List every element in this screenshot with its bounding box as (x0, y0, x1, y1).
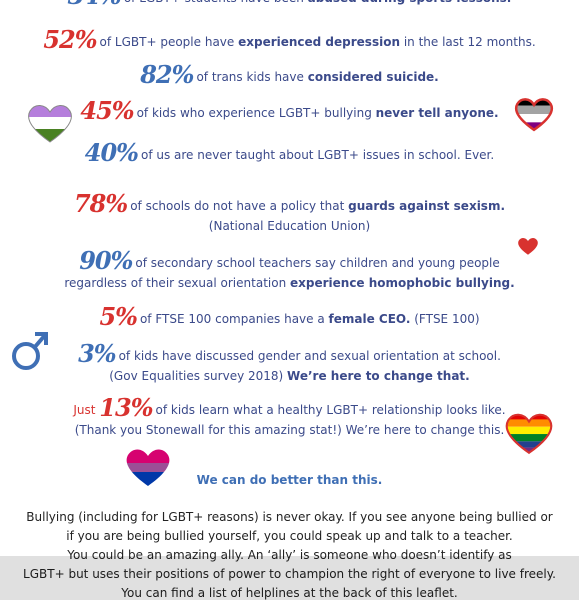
bi-heart (126, 449, 170, 486)
stat-number: 34% (68, 0, 122, 10)
stat-text-bold: abused during sports lessons. (308, 0, 512, 5)
genderqueer-heart (28, 105, 72, 143)
stat-prefix: Just (73, 403, 100, 417)
stat-text: regardless of their sexual orientation (64, 276, 290, 290)
red-heart (518, 237, 538, 255)
stat-line: regardless of their sexual orientation e… (0, 273, 579, 293)
stat-text-bold: experience homophobic bullying. (290, 276, 515, 290)
stat-text: (National Education Union) (208, 219, 371, 233)
stat-line: 45% of kids who experience LGBT+ bullying… (0, 99, 579, 123)
stat-line: 82% of trans kids have considered suicide… (0, 63, 579, 87)
rainbow-heart (505, 413, 553, 455)
stat-text: of us are never taught about LGBT+ issue… (140, 148, 495, 162)
video-shade (0, 556, 579, 600)
stat-line: 3% of kids have discussed gender and sexu… (0, 342, 579, 366)
stat-text-bold: guards against sexism. (348, 199, 506, 213)
paragraph-line: Bullying (including for LGBT+ reasons) i… (26, 510, 553, 524)
stat-text: of kids have discussed gender and sexual… (118, 349, 501, 363)
stat-text-bold: We’re here to change that. (287, 369, 470, 383)
stat-text: (FTSE 100) (410, 312, 480, 326)
stat-text: of trans kids have (196, 70, 308, 84)
stat-number: 40% (84, 138, 139, 167)
paragraph-line: You could be an amazing ally. An ‘ally’ … (67, 548, 512, 562)
closing: We can do better than this. (196, 473, 383, 487)
stat-line: 78% of schools do not have a policy that … (0, 192, 579, 216)
stat-number: 5% (99, 302, 138, 331)
stat-text: of FTSE 100 companies have a (139, 312, 329, 326)
stat-number: 3% (78, 339, 117, 368)
stat-number: 82% (140, 60, 194, 89)
stat-line: 52% of LGBT+ people have experienced depr… (0, 28, 579, 52)
stat-number: 13% (99, 393, 153, 422)
stat-text: of kids learn what a healthy LGBT+ relat… (155, 403, 506, 417)
stat-line: (Gov Equalities survey 2018) We’re here … (0, 366, 579, 386)
stat-text-bold: never tell anyone. (375, 106, 499, 120)
stat-text: in the last 12 months. (400, 35, 536, 49)
stat-text: of LGBT+ people have (99, 35, 239, 49)
stat-number: 90% (79, 246, 133, 275)
paragraph-line: if you are being bullied yourself, you c… (66, 529, 513, 543)
stat-text: of secondary school teachers say childre… (135, 256, 500, 270)
stat-text-bold: experienced depression (238, 35, 400, 49)
male-symbol (12, 332, 48, 370)
stat-text: of kids who experience LGBT+ bullying (136, 106, 376, 120)
paragraph-line: You can find a list of helplines at the … (121, 586, 458, 600)
stat-line: 34%of LGBT+ students have been abused du… (0, 0, 579, 8)
stat-text-bold: female CEO. (328, 312, 411, 326)
stat-number: 78% (73, 189, 128, 218)
stat-text: (Thank you Stonewall for this amazing st… (74, 423, 505, 437)
stat-text-bold: considered suicide. (307, 70, 439, 84)
stat-line: 5% of FTSE 100 companies have a female CE… (0, 305, 579, 329)
stat-line: 40% of us are never taught about LGBT+ is… (0, 141, 579, 165)
ace-heart (514, 98, 554, 132)
stat-text: of schools do not have a policy that (130, 199, 349, 213)
stat-line: 90% of secondary school teachers say chil… (0, 249, 579, 273)
stat-line: (National Education Union) (0, 216, 579, 236)
stat-number: 45% (80, 96, 134, 125)
paragraph-line: LGBT+ but uses their positions of power … (23, 567, 556, 581)
stat-text: of LGBT+ students have been (124, 0, 308, 5)
stat-text: (Gov Equalities survey 2018) (109, 369, 288, 383)
stat-number: 52% (43, 25, 97, 54)
stat-line: Just 13% of kids learn what a healthy LGB… (0, 396, 579, 420)
stat-line: (Thank you Stonewall for this amazing st… (0, 420, 579, 440)
